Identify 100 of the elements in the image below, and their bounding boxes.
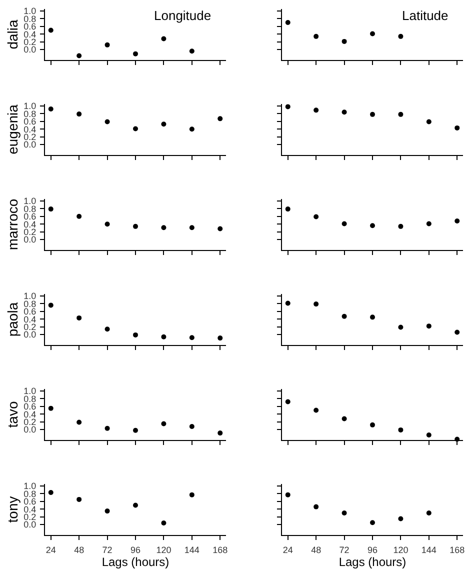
point [133, 224, 138, 229]
y-tick-label: 0.6 [24, 212, 36, 222]
point [161, 334, 166, 340]
point [314, 504, 319, 510]
y-axis-title: tony [4, 496, 20, 523]
x-tick-label: 24 [46, 544, 56, 555]
y-tick-label: 0.2 [24, 322, 36, 332]
y-tick-label: 0.2 [24, 36, 36, 47]
y-tick-label: 0.2 [24, 512, 36, 522]
point [48, 406, 54, 411]
point [342, 416, 347, 422]
y-tick-label: 1.0 [24, 481, 36, 492]
y-tick-label: 1.0 [24, 386, 36, 396]
y-tick-label: 0.8 [24, 108, 36, 119]
x-tick-label: 48 [74, 544, 84, 555]
point [218, 336, 223, 341]
y-tick-label: 0.4 [24, 409, 36, 420]
y-tick-label: 0.4 [24, 314, 36, 324]
x-tick-label: 72 [339, 544, 350, 555]
point [342, 38, 347, 44]
x-tick-label: 24 [282, 544, 293, 555]
point [314, 108, 319, 113]
point [370, 223, 375, 228]
point [76, 53, 82, 58]
point [161, 421, 166, 426]
point [48, 206, 54, 212]
point [76, 112, 82, 117]
point [314, 34, 319, 39]
y-tick-label: 0.4 [24, 504, 36, 514]
y-tick-label: 0.0 [24, 140, 36, 150]
y-tick-label: 0.0 [24, 44, 36, 55]
x-tick-label: 96 [130, 544, 141, 555]
chart-title: Longitude [154, 8, 212, 23]
point [161, 36, 166, 42]
point [314, 302, 319, 307]
point [454, 218, 460, 224]
point [133, 428, 138, 433]
x-tick-label: 96 [367, 544, 378, 555]
point [48, 490, 54, 495]
chart-title: Latitude [402, 8, 448, 23]
y-tick-label: 0.8 [24, 298, 36, 309]
point [426, 324, 432, 329]
y-tick-label: 0.0 [24, 330, 36, 340]
point [189, 335, 194, 340]
point [285, 206, 290, 212]
point [285, 399, 290, 404]
point [370, 520, 375, 526]
x-tick-label: 144 [421, 544, 436, 555]
point [104, 222, 110, 227]
point [285, 20, 290, 26]
y-tick-label: 1.0 [24, 196, 36, 206]
point [285, 104, 290, 110]
point [314, 408, 319, 413]
point [426, 432, 432, 438]
x-axis-title: Lags (hours) [102, 554, 170, 569]
point [189, 48, 194, 54]
point [398, 427, 404, 432]
y-tick-label: 0.4 [24, 124, 36, 134]
point [104, 119, 110, 124]
point [314, 214, 319, 220]
point [76, 420, 82, 425]
point [285, 300, 290, 306]
y-tick-label: 1.0 [24, 291, 36, 302]
x-tick-label: 168 [450, 544, 465, 555]
point [398, 324, 404, 330]
y-tick-label: 1.0 [24, 101, 36, 112]
point [342, 510, 347, 516]
point [104, 426, 110, 431]
x-tick-label: 120 [156, 544, 172, 555]
y-axis-title: tavo [4, 401, 20, 428]
y-tick-label: 0.6 [24, 116, 36, 127]
point [76, 214, 82, 219]
point [161, 520, 166, 526]
x-tick-label: 144 [184, 544, 200, 555]
y-tick-label: 0.6 [24, 496, 36, 507]
point [370, 112, 375, 117]
y-tick-label: 0.6 [24, 306, 36, 317]
point [133, 332, 138, 338]
y-tick-label: 0.8 [24, 14, 36, 24]
point [189, 492, 194, 498]
point [189, 126, 194, 132]
point [76, 315, 82, 320]
y-tick-label: 0.4 [24, 219, 36, 230]
point [104, 42, 110, 48]
y-tick-label: 0.8 [24, 488, 36, 499]
x-tick-label: 72 [102, 544, 112, 555]
point [104, 508, 110, 514]
point [189, 424, 194, 429]
point [342, 314, 347, 319]
point [48, 302, 54, 308]
x-tick-label: 168 [212, 544, 228, 555]
point [48, 28, 54, 33]
y-tick-label: 0.0 [24, 424, 36, 435]
y-tick-label: 0.2 [24, 416, 36, 427]
x-tick-label: 120 [393, 544, 408, 555]
point [218, 226, 223, 232]
y-tick-label: 0.0 [24, 520, 36, 530]
x-axis-title: Lags (hours) [338, 554, 406, 569]
point [76, 496, 82, 502]
point [398, 224, 404, 229]
